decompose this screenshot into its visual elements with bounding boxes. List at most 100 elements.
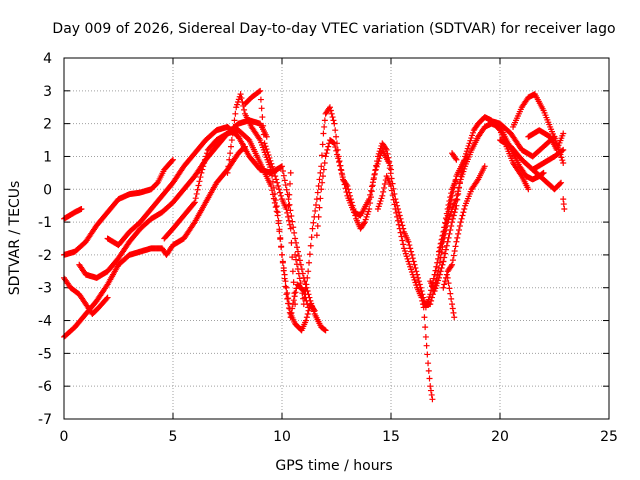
- data-point: [559, 147, 566, 154]
- data-point: [457, 219, 464, 226]
- data-point: [284, 209, 291, 216]
- data-point: [283, 205, 290, 212]
- data-point: [421, 314, 428, 321]
- data-point: [335, 159, 342, 166]
- data-point: [263, 146, 270, 153]
- data-point: [317, 195, 324, 202]
- data-point: [78, 205, 85, 212]
- data-point: [280, 172, 287, 179]
- data-point: [311, 307, 318, 314]
- data-point: [376, 155, 383, 162]
- series-track-4: [61, 143, 248, 340]
- data-point: [435, 277, 442, 284]
- data-point: [283, 291, 290, 298]
- data-point: [305, 268, 312, 275]
- data-point: [459, 212, 466, 219]
- data-point: [449, 261, 456, 268]
- data-point: [292, 251, 299, 258]
- data-point: [400, 241, 407, 248]
- data-point: [458, 169, 465, 176]
- data-point: [445, 280, 452, 287]
- data-point: [395, 221, 402, 228]
- data-point: [305, 304, 312, 311]
- series-track-10: [285, 169, 294, 209]
- data-point: [200, 163, 207, 170]
- data-point: [271, 169, 278, 176]
- y-axis-label: SDTVAR / TECUs: [7, 181, 23, 296]
- data-point: [559, 157, 566, 164]
- data-point: [287, 225, 294, 232]
- x-tick-label: 5: [169, 429, 178, 445]
- data-point: [273, 208, 280, 215]
- data-point: [289, 305, 296, 312]
- data-point: [443, 271, 450, 278]
- data-point: [449, 301, 456, 308]
- data-point: [398, 219, 405, 226]
- data-point: [407, 263, 414, 270]
- data-point: [381, 184, 388, 191]
- y-tick-label: -6: [38, 379, 52, 395]
- data-point: [406, 261, 413, 268]
- data-point: [456, 226, 463, 233]
- data-point: [412, 265, 419, 272]
- data-point: [413, 268, 420, 275]
- data-point: [321, 326, 328, 333]
- data-point: [399, 222, 406, 229]
- data-point: [428, 297, 435, 304]
- data-point: [190, 200, 197, 207]
- data-point: [430, 275, 437, 282]
- data-point: [329, 114, 336, 121]
- data-point: [378, 195, 385, 202]
- data-point: [431, 288, 438, 295]
- data-point: [401, 245, 408, 252]
- data-point: [227, 150, 234, 157]
- data-point: [455, 230, 462, 237]
- data-point: [557, 180, 564, 187]
- data-point: [307, 242, 314, 249]
- data-point: [310, 219, 317, 226]
- data-point: [379, 192, 386, 199]
- data-point: [540, 169, 547, 176]
- data-point: [445, 234, 452, 241]
- data-point: [447, 194, 454, 201]
- data-point: [428, 294, 435, 301]
- data-point: [319, 141, 326, 148]
- data-point: [303, 314, 310, 321]
- data-point: [286, 180, 293, 187]
- data-point: [560, 160, 567, 167]
- data-point: [196, 178, 203, 185]
- data-point: [372, 166, 379, 173]
- data-point: [301, 294, 308, 301]
- data-point: [289, 218, 296, 225]
- data-point: [309, 225, 316, 232]
- plot-frame: [63, 57, 610, 420]
- data-point: [446, 230, 453, 237]
- data-point: [192, 195, 199, 202]
- data-point: [442, 278, 449, 285]
- series-track-22: [497, 137, 567, 173]
- data-point: [405, 238, 412, 245]
- data-point: [299, 290, 306, 297]
- data-point: [408, 251, 415, 258]
- data-point: [318, 186, 325, 193]
- data-point: [451, 314, 458, 321]
- data-point: [447, 226, 454, 233]
- data-point: [294, 248, 301, 255]
- data-point: [388, 187, 395, 194]
- data-point: [277, 189, 284, 196]
- data-point: [259, 114, 266, 121]
- data-point: [330, 139, 337, 146]
- y-tick-label: -3: [38, 281, 52, 297]
- series-track-7: [161, 127, 318, 334]
- data-point: [313, 196, 320, 203]
- data-point: [409, 271, 416, 278]
- data-point: [424, 351, 431, 358]
- grid-lines: [64, 58, 609, 419]
- data-point: [268, 160, 275, 167]
- data-point: [374, 205, 381, 212]
- data-point: [388, 182, 394, 189]
- data-point: [319, 173, 326, 180]
- data-point: [194, 186, 201, 193]
- data-point: [415, 278, 422, 285]
- data-point: [322, 327, 329, 334]
